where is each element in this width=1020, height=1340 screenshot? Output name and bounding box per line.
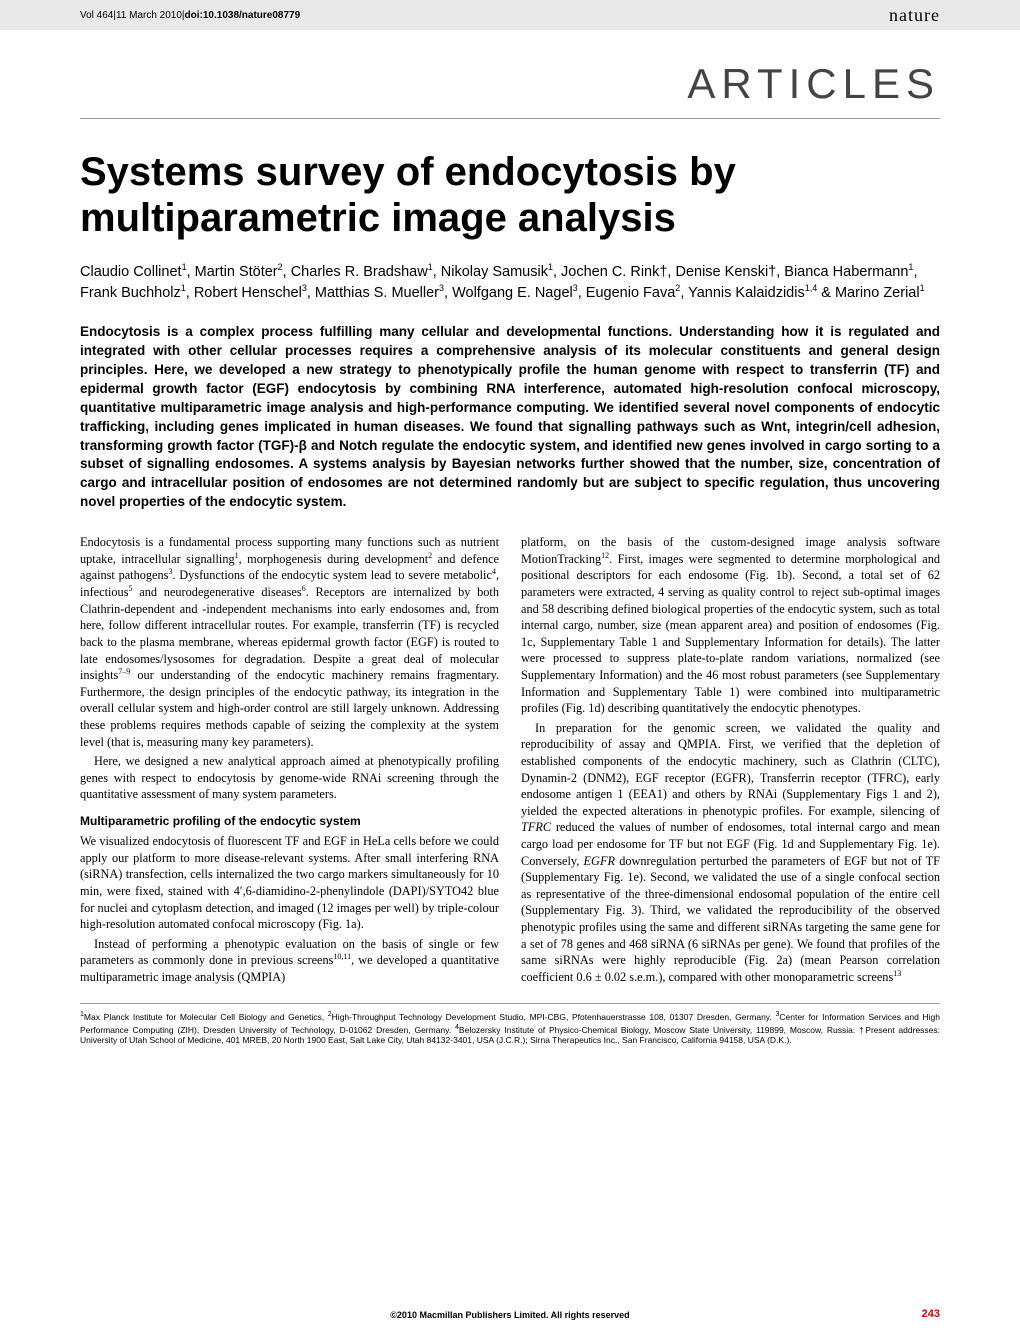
body-columns: Endocytosis is a fundamental process sup…: [0, 534, 1020, 989]
para: platform, on the basis of the custom-des…: [521, 534, 940, 717]
page-number: 243: [922, 1308, 940, 1320]
column-right: platform, on the basis of the custom-des…: [521, 534, 940, 989]
para: Here, we designed a new analytical appro…: [80, 753, 499, 803]
subheading: Multiparametric profiling of the endocyt…: [80, 813, 499, 829]
doi: doi:10.1038/nature08779: [185, 10, 301, 21]
para: In preparation for the genomic screen, w…: [521, 720, 940, 986]
copyright: ©2010 Macmillan Publishers Limited. All …: [0, 1310, 1020, 1320]
journal-name: nature: [889, 5, 940, 26]
top-bar: Vol 464|11 March 2010|doi:10.1038/nature…: [0, 0, 1020, 30]
divider: [80, 118, 940, 119]
affiliations: 1Max Planck Institute for Molecular Cell…: [80, 1003, 940, 1047]
abstract: Endocytosis is a complex process fulfill…: [0, 323, 1020, 534]
para: Endocytosis is a fundamental process sup…: [80, 534, 499, 750]
article-title: Systems survey of endocytosis by multipa…: [0, 139, 1020, 261]
volume-doi: Vol 464|11 March 2010|doi:10.1038/nature…: [80, 10, 300, 21]
para: We visualized endocytosis of fluorescent…: [80, 833, 499, 933]
section-header: ARTICLES: [0, 30, 1020, 118]
volume-info: Vol 464|11 March 2010|: [80, 10, 185, 21]
authors: Claudio Collinet1, Martin Stöter2, Charl…: [0, 261, 1020, 323]
para: Instead of performing a phenotypic evalu…: [80, 936, 499, 986]
column-left: Endocytosis is a fundamental process sup…: [80, 534, 499, 989]
